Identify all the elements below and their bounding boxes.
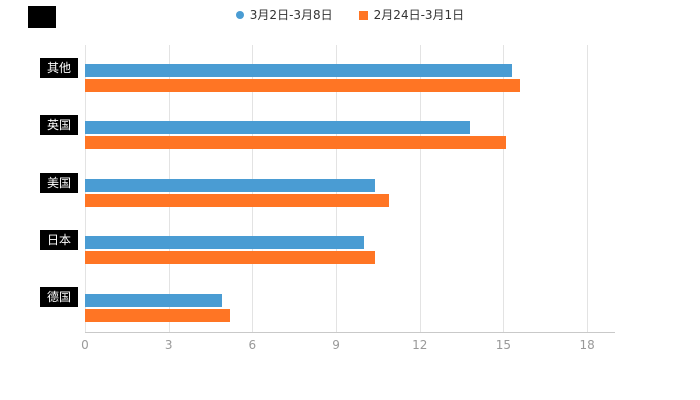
bar-美国-series-1 (85, 193, 390, 207)
bar-日本-series-1 (85, 251, 376, 265)
legend-marker-circle-icon (235, 11, 244, 19)
y-axis-label-0: 其他 (40, 57, 79, 78)
y-axis-label-4: 德国 (40, 287, 79, 308)
category-band-3 (85, 217, 615, 274)
legend-label: 2月24日-3月1日 (373, 8, 465, 22)
legend-item-0[interactable]: 3月2日-3月8日 (235, 6, 333, 24)
x-tick-label-3: 3 (164, 338, 173, 352)
category-band-1 (85, 102, 615, 159)
bar-德国-series-0 (85, 293, 222, 307)
chart-legend: 3月2日-3月8日 2月24日-3月1日 (0, 6, 700, 24)
bar-英国-series-1 (85, 136, 507, 150)
y-axis-label-1: 英国 (40, 115, 79, 136)
bar-德国-series-1 (85, 308, 231, 322)
gridline (587, 45, 589, 332)
x-tick-label-12: 12 (412, 338, 428, 352)
legend-marker-square-icon (358, 10, 368, 20)
plot-area (85, 45, 615, 332)
bar-美国-series-0 (85, 178, 376, 192)
corner-artifact (28, 6, 56, 28)
x-tick-label-6: 6 (248, 338, 257, 352)
x-tick-label-0: 0 (81, 338, 89, 352)
y-axis-labels: 其他英国美国日本德国 (0, 0, 80, 400)
legend-item-1[interactable]: 2月24日-3月1日 (358, 6, 465, 24)
gridline (419, 45, 421, 332)
gridline (503, 45, 505, 332)
x-tick-label-18: 18 (579, 338, 595, 352)
x-axis-line (85, 332, 615, 333)
x-tick-label-9: 9 (332, 338, 340, 352)
category-band-0 (85, 45, 615, 102)
bar-日本-series-0 (85, 236, 364, 250)
y-axis-label-2: 美国 (40, 172, 79, 193)
legend-label: 3月2日-3月8日 (249, 8, 333, 22)
x-tick-label-15: 15 (495, 338, 512, 352)
bar-其他-series-0 (85, 64, 512, 77)
category-band-4 (85, 275, 615, 332)
bar-其他-series-1 (85, 79, 521, 92)
bar-英国-series-0 (85, 121, 470, 135)
y-axis-label-3: 日本 (40, 229, 79, 250)
category-band-2 (85, 160, 615, 217)
